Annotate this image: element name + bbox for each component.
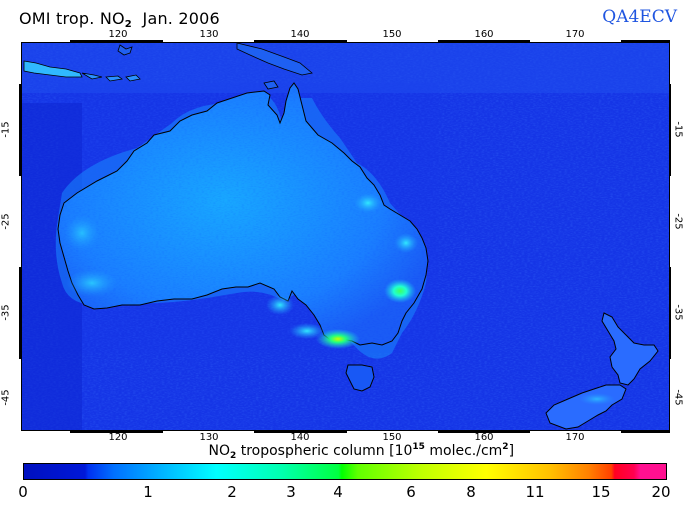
lon-label-bottom: 170 [565, 432, 585, 443]
sulawesi-tip [117, 44, 133, 56]
frame-bar [70, 40, 163, 43]
java-island [23, 60, 83, 78]
lon-label-top: 160 [474, 29, 494, 40]
colorbar-label-unit: molec./cm [424, 443, 503, 459]
colorbar-label-sup2: 2 [502, 442, 509, 452]
frame-bar [19, 84, 22, 176]
frame-bar [254, 40, 347, 43]
hotspot-southwest [66, 269, 118, 297]
hotspot-adelaide [266, 295, 294, 315]
colorbar-tick: 6 [406, 483, 416, 501]
title-subscript: 2 [124, 19, 132, 30]
frame-bar [438, 40, 530, 43]
colorbar-label-prefix: NO [208, 443, 231, 459]
lat-label-right: -25 [672, 213, 684, 230]
lon-label-top: 120 [108, 29, 128, 40]
colorbar-label-end: ] [508, 443, 515, 459]
lon-label-top: 140 [290, 29, 310, 40]
frame-bar [621, 40, 670, 43]
colorbar-tick: 2 [227, 483, 237, 501]
lat-label-right: -35 [672, 304, 684, 321]
frame-bar [19, 267, 22, 359]
frame-bar [621, 430, 670, 433]
lon-label-bottom: 160 [474, 432, 494, 443]
lon-label-top: 170 [565, 29, 585, 40]
lat-label-left: -25 [0, 213, 12, 230]
new-zealand-north-island [601, 312, 659, 386]
lat-label-right: -45 [672, 389, 684, 406]
hotspot-sydney [384, 279, 416, 303]
frame-bar [70, 430, 163, 433]
no2-map [21, 42, 670, 431]
lesser-sunda-islands [81, 72, 141, 82]
colorbar-label: NO2 tropospheric column [1015 molec./cm2… [209, 442, 515, 461]
colorbar-tick: 20 [651, 483, 671, 501]
colorbar-tick: 8 [466, 483, 476, 501]
frame-bar [438, 430, 530, 433]
torres-strait-islands [263, 80, 279, 90]
lon-label-bottom: 150 [382, 432, 402, 443]
colorbar-tick: 0 [18, 483, 28, 501]
colorbar-label-mid: tropospheric column [10 [236, 443, 413, 459]
lon-label-bottom: 130 [199, 432, 219, 443]
map-title: OMI trop. NO2 Jan. 2006 [19, 9, 220, 30]
brand-label: QA4ECV [602, 7, 677, 27]
tasmania [345, 364, 375, 392]
lon-label-top: 150 [382, 29, 402, 40]
hotspot-pilbara [64, 215, 100, 251]
title-prefix: OMI trop. NO [19, 9, 125, 28]
new-guinea [236, 43, 313, 76]
colorbar-label-sub: 2 [230, 451, 237, 461]
colorbar-label-sup: 15 [412, 442, 425, 452]
lon-label-bottom: 120 [108, 432, 128, 443]
lat-label-right: -15 [672, 121, 684, 138]
hotspot-central-qld [354, 193, 382, 213]
colorbar-tick: 1 [143, 483, 153, 501]
lon-label-top: 130 [199, 29, 219, 40]
colorbar-tick: 11 [525, 483, 545, 501]
lat-label-left: -35 [0, 304, 12, 321]
colorbar-tick: 4 [333, 483, 343, 501]
map-canvas [22, 43, 669, 430]
colorbar-tick: 15 [591, 483, 611, 501]
hotspot-melbourne-west [289, 323, 325, 339]
lon-label-bottom: 140 [290, 432, 310, 443]
title-suffix: Jan. 2006 [131, 9, 220, 28]
hotspot-brisbane [394, 233, 418, 253]
colorbar-tick: 3 [286, 483, 296, 501]
hotspot-melbourne [316, 329, 360, 349]
lat-label-left: -15 [0, 121, 12, 138]
frame-bar [254, 430, 347, 433]
lat-label-left: -45 [0, 389, 12, 406]
colorbar [23, 463, 667, 480]
